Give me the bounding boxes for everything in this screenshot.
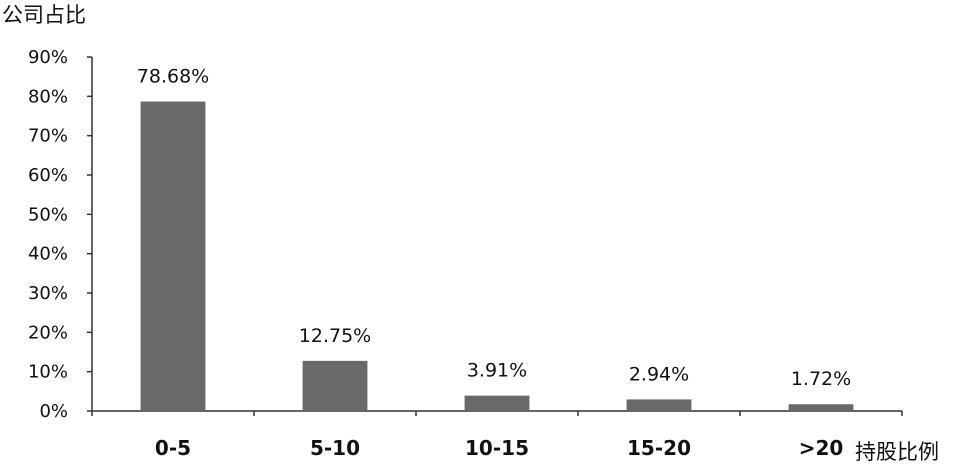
- y-axis: 0% 10% 20% 30% 40% 50% 60% 70% 80% 90%: [28, 47, 93, 422]
- bar-4: [788, 404, 854, 411]
- y-tick-label: 0%: [39, 401, 68, 422]
- y-tick-label: 50%: [28, 204, 68, 225]
- bar-0: [140, 101, 206, 411]
- data-label-1: 12.75%: [299, 325, 371, 347]
- y-tick-label: 60%: [28, 165, 68, 186]
- y-tick-label: 90%: [28, 47, 68, 68]
- data-label-2: 3.91%: [467, 360, 527, 382]
- x-tick-label-1: 5-10: [310, 436, 360, 460]
- bar-2: [464, 395, 530, 411]
- x-axis: 0-5 5-10 10-15 15-20 >20: [91, 410, 903, 460]
- x-tick-label-2: 10-15: [465, 436, 529, 460]
- x-tick-label-3: 15-20: [627, 436, 691, 460]
- y-tick-label: 40%: [28, 244, 68, 265]
- y-tick-label: 80%: [28, 86, 68, 107]
- y-tick-label: 10%: [28, 362, 68, 383]
- x-tick-label-4: >20: [799, 436, 844, 460]
- y-axis-title: 公司占比: [2, 3, 86, 27]
- data-label-4: 1.72%: [791, 368, 851, 390]
- data-label-0: 78.68%: [137, 66, 209, 88]
- x-tick-label-0: 0-5: [155, 436, 191, 460]
- bar-3: [626, 399, 692, 411]
- data-label-3: 2.94%: [629, 363, 689, 385]
- y-tick-label: 70%: [28, 126, 68, 147]
- bar-1: [302, 360, 368, 411]
- data-labels: 78.68% 12.75% 3.91% 2.94% 1.72%: [137, 66, 851, 391]
- bars: [140, 101, 854, 411]
- y-tick-label: 30%: [28, 283, 68, 304]
- x-axis-title: 持股比例: [855, 440, 939, 464]
- y-tick-label: 20%: [28, 322, 68, 343]
